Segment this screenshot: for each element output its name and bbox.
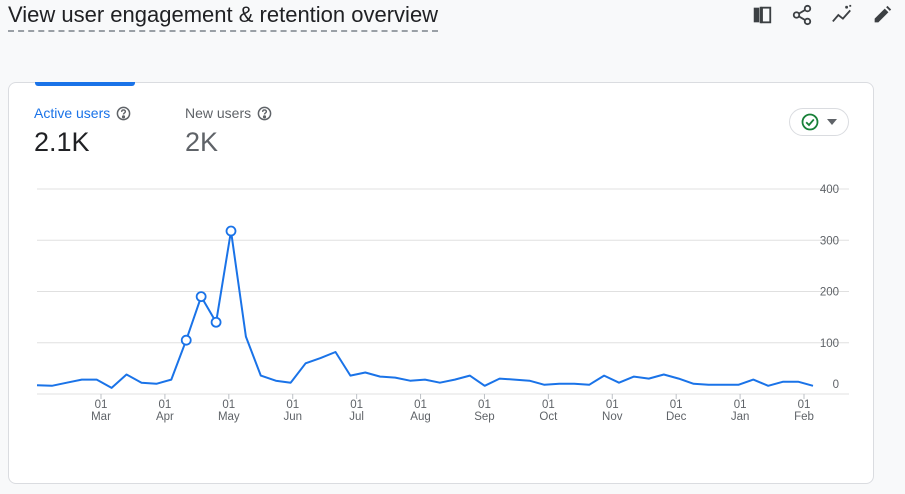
metric-tab-new-users[interactable]: New users 2K: [185, 103, 272, 159]
x-tick-day: 01: [542, 399, 555, 411]
metric-label: New users: [185, 103, 272, 123]
help-icon[interactable]: [257, 106, 272, 121]
edit-button[interactable]: [865, 2, 899, 28]
x-tick-month: Jun: [283, 411, 302, 423]
x-tick-day: 01: [286, 399, 299, 411]
x-tick-month: Apr: [156, 411, 174, 423]
line-chart: 400300200100001Mar01Apr01May01Jun01Jul01…: [36, 184, 849, 423]
y-tick-label: 300: [820, 235, 839, 247]
x-tick-month: May: [218, 411, 240, 423]
y-tick-label: 0: [833, 379, 839, 391]
data-point-marker: [180, 334, 192, 346]
x-tick-month: Nov: [602, 411, 623, 423]
x-tick-month: Mar: [91, 411, 111, 423]
metric-label: Active users: [34, 103, 131, 123]
x-tick-month: Jan: [731, 411, 750, 423]
x-tick-day: 01: [350, 399, 363, 411]
series-line-active-users: [36, 230, 814, 389]
share-icon: [792, 4, 812, 26]
y-tick-label: 100: [820, 338, 839, 350]
x-tick-day: 01: [159, 399, 172, 411]
metric-value: 2K: [185, 127, 219, 157]
metric-label-text: New users: [185, 105, 252, 121]
check-circle-icon: [801, 113, 819, 131]
y-tick-label: 200: [820, 287, 839, 299]
x-tick-day: 01: [734, 399, 747, 411]
compare-icon: [753, 6, 772, 24]
share-button[interactable]: [785, 2, 819, 28]
data-point-marker: [195, 291, 207, 303]
x-tick-month: Jul: [349, 411, 364, 423]
insights-icon: [832, 4, 852, 23]
insights-button[interactable]: [825, 2, 859, 28]
help-icon[interactable]: [116, 106, 131, 121]
x-tick-month: Feb: [794, 411, 814, 423]
page-title: View user engagement & retention overvie…: [8, 2, 439, 32]
edit-icon: [874, 5, 892, 23]
metric-tab-active-users[interactable]: Active users 2.1K: [34, 103, 131, 159]
metric-value: 2.1K: [34, 127, 90, 157]
y-tick-label: 400: [820, 184, 839, 196]
x-tick-day: 01: [606, 399, 619, 411]
x-tick-day: 01: [478, 399, 491, 411]
chart-card: Active users 2.1K New users 2K: [8, 82, 874, 484]
x-tick-day: 01: [414, 399, 427, 411]
data-point-marker: [210, 316, 222, 328]
chevron-down-icon: [827, 119, 837, 125]
x-tick-month: Dec: [666, 411, 687, 423]
x-tick-month: Aug: [410, 411, 430, 423]
x-tick-day: 01: [670, 399, 683, 411]
x-tick-month: Oct: [539, 411, 558, 423]
metric-label-text: Active users: [34, 105, 111, 121]
compare-button[interactable]: [745, 2, 779, 28]
active-tab-indicator: [35, 82, 135, 86]
status-dropdown[interactable]: [789, 108, 849, 136]
report-toolbar: [745, 2, 899, 28]
x-tick-month: Sep: [474, 411, 494, 423]
x-tick-day: 01: [222, 399, 235, 411]
x-tick-day: 01: [798, 399, 811, 411]
data-point-marker: [225, 225, 237, 237]
x-tick-day: 01: [95, 399, 108, 411]
